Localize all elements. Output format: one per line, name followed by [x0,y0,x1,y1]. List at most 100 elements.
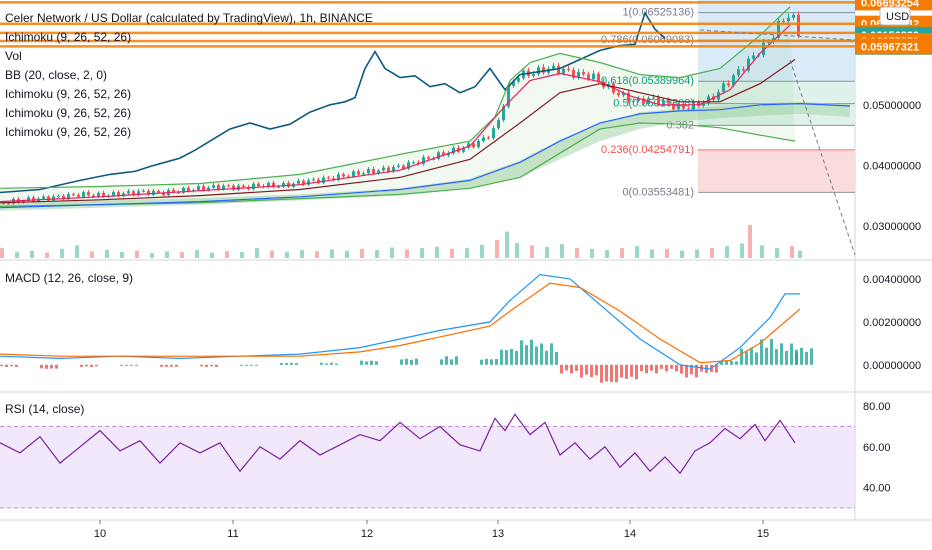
candle-body[interactable] [777,21,780,38]
candle-body[interactable] [792,14,795,18]
candle-body[interactable] [702,103,705,106]
candle-body[interactable] [317,179,320,183]
candle-body[interactable] [57,195,60,197]
candle-body[interactable] [52,196,55,201]
candle-body[interactable] [737,69,740,76]
candle-body[interactable] [782,21,785,23]
candle-body[interactable] [162,192,165,196]
candle-body[interactable] [662,100,665,105]
candle-body[interactable] [207,187,210,191]
candle-body[interactable] [347,176,350,178]
candle-body[interactable] [632,100,635,102]
candle-body[interactable] [562,68,565,74]
candle-body[interactable] [617,92,620,96]
candle-body[interactable] [302,180,305,185]
candle-body[interactable] [692,101,695,110]
candle-body[interactable] [277,186,280,188]
candle-body[interactable] [492,128,495,139]
legend-ichimoku-4[interactable]: Ichimoku (9, 26, 52, 26) [5,125,132,139]
candle-body[interactable] [47,196,50,201]
candle-body[interactable] [462,147,465,152]
candle-body[interactable] [217,185,220,190]
candle-body[interactable] [237,185,240,190]
candle-body[interactable] [657,97,660,105]
macd-signal-line[interactable] [0,282,801,364]
candle-body[interactable] [652,97,655,99]
candle-body[interactable] [642,98,645,104]
candle-body[interactable] [272,182,275,188]
candle-body[interactable] [172,189,175,193]
legend-volume[interactable]: Vol [5,49,22,63]
candle-body[interactable] [77,195,80,197]
candle-body[interactable] [587,74,590,80]
candle-body[interactable] [627,92,630,102]
projection-line[interactable] [789,59,856,256]
candle-body[interactable] [537,67,540,75]
candle-body[interactable] [742,69,745,71]
candle-body[interactable] [787,17,790,22]
candle-body[interactable] [92,195,95,197]
candle-body[interactable] [257,183,260,187]
candle-body[interactable] [332,178,335,181]
candle-body[interactable] [67,194,70,200]
candle-body[interactable] [87,192,90,196]
candle-body[interactable] [177,192,180,194]
candle-body[interactable] [682,104,685,109]
kijun-line[interactable] [0,59,796,204]
candle-body[interactable] [307,180,310,185]
candle-body[interactable] [267,182,270,188]
candle-body[interactable] [322,177,325,183]
candle-body[interactable] [72,194,75,196]
candle-body[interactable] [382,167,385,171]
currency-badge-box[interactable] [879,6,911,26]
candle-body[interactable] [767,41,770,43]
candle-body[interactable] [482,137,485,142]
candle-body[interactable] [82,192,85,197]
candle-body[interactable] [297,180,300,184]
candle-body[interactable] [667,100,670,104]
candle-body[interactable] [447,153,450,156]
candle-body[interactable] [62,195,65,200]
candle-body[interactable] [752,55,755,59]
candle-body[interactable] [422,157,425,165]
candle-body[interactable] [677,104,680,110]
bb-upper-line[interactable] [0,6,791,189]
candle-body[interactable] [342,174,345,177]
candle-body[interactable] [532,74,535,76]
candle-body[interactable] [577,72,580,78]
candle-body[interactable] [377,170,380,174]
candle-body[interactable] [387,167,390,172]
candle-body[interactable] [112,192,115,196]
candle-body[interactable] [372,169,375,174]
candle-body[interactable] [592,73,595,80]
candle-body[interactable] [732,75,735,86]
candle-body[interactable] [442,152,445,156]
candle-body[interactable] [507,85,510,107]
legend-bollinger[interactable]: BB (20, close, 2, 0) [5,68,108,82]
legend-ichimoku-2[interactable]: Ichimoku (9, 26, 52, 26) [5,87,132,101]
candle-body[interactable] [687,108,690,110]
candle-body[interactable] [212,185,215,188]
candle-body[interactable] [252,183,255,190]
candle-body[interactable] [157,190,160,193]
candle-body[interactable] [597,73,600,82]
candle-body[interactable] [152,190,155,195]
bb-lower-line[interactable] [0,122,796,207]
candle-body[interactable] [477,141,480,148]
candle-body[interactable] [7,203,10,205]
candle-body[interactable] [622,92,625,96]
candle-body[interactable] [472,143,475,148]
macd-line[interactable] [0,273,800,370]
legend-ichimoku-1[interactable]: Ichimoku (9, 26, 52, 26) [5,30,132,44]
macd-legend[interactable]: MACD (12, 26, close, 9) [5,271,134,285]
candle-body[interactable] [352,171,355,177]
candle-body[interactable] [362,173,365,175]
candle-body[interactable] [397,165,400,167]
projection-line[interactable] [699,29,856,41]
candle-body[interactable] [357,171,360,175]
candle-body[interactable] [672,103,675,110]
candle-body[interactable] [27,197,30,201]
candle-body[interactable] [762,42,765,56]
candle-body[interactable] [337,174,340,181]
